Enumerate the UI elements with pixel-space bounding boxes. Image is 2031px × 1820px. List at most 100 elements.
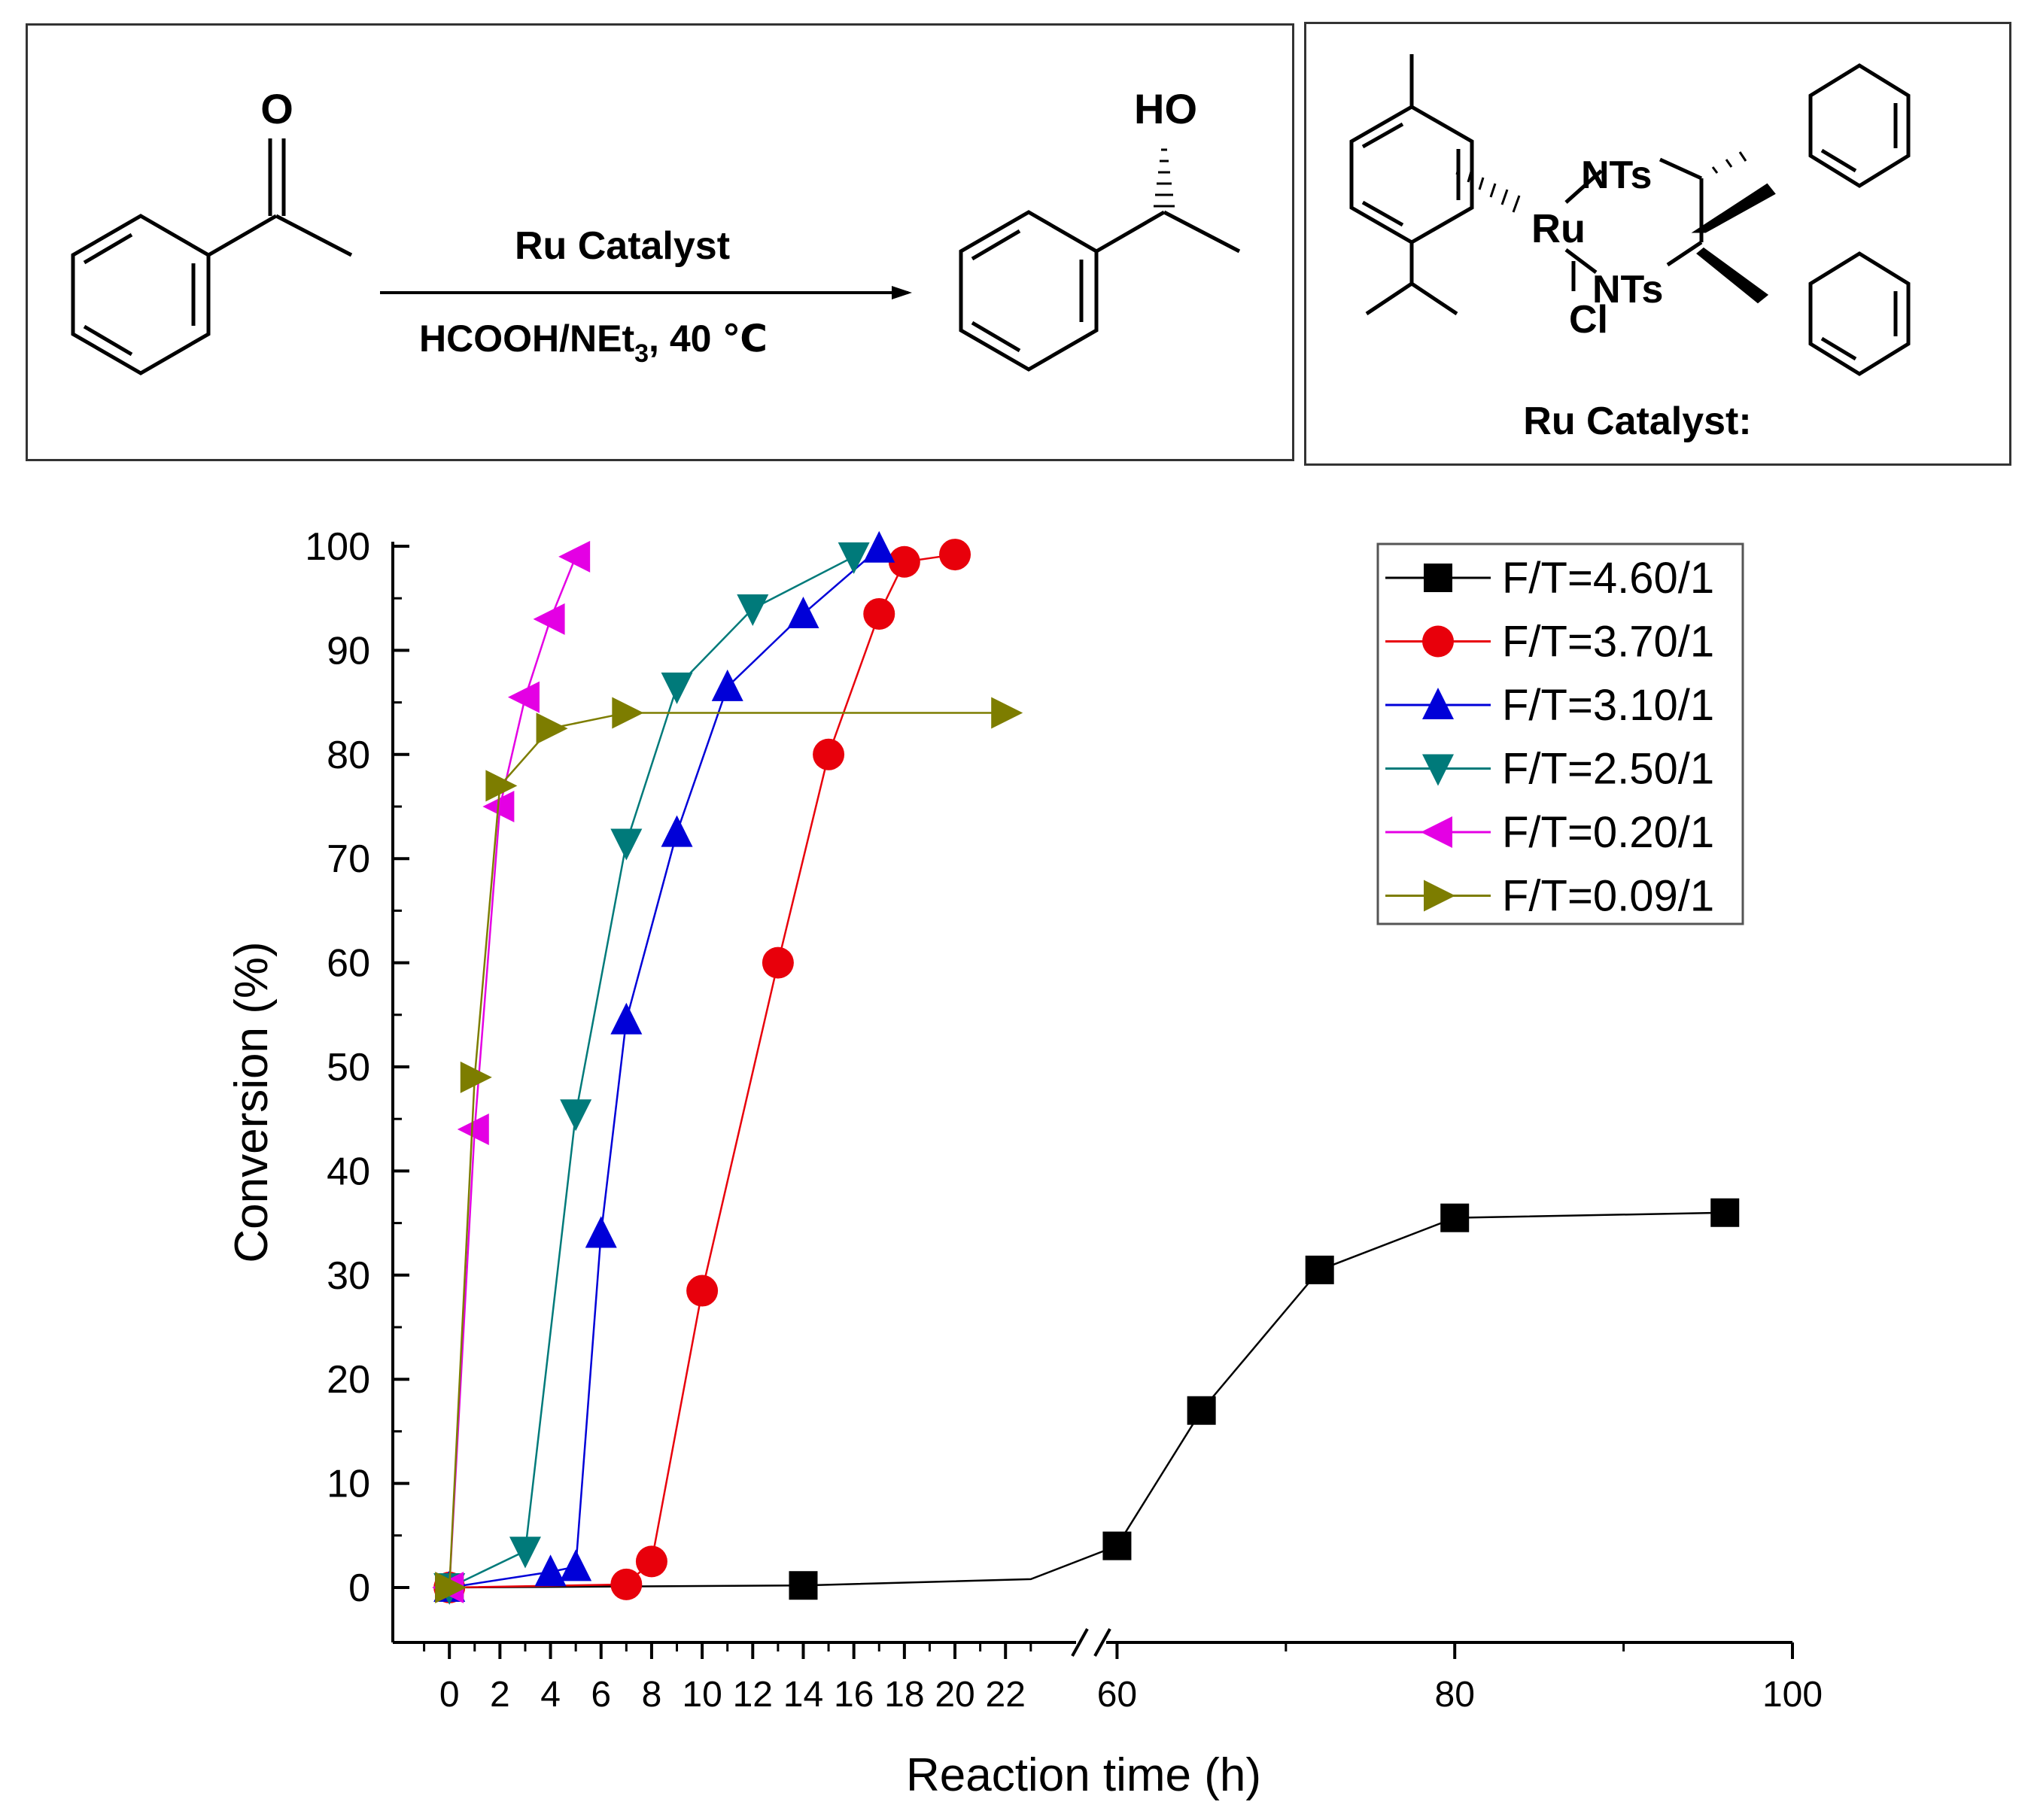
legend-label: F/T=0.09/1 [1502,872,1714,921]
phenyl-ring-2 [1808,251,1911,376]
series-3 [433,530,895,1602]
hashed-bond [1455,165,1521,213]
series-line [448,555,855,1589]
data-point [1710,1198,1740,1227]
series-line [449,553,956,1589]
data-point [939,539,971,571]
data-point [1187,1396,1216,1425]
arrow-catalyst-label: Ru Catalyst [515,224,730,268]
x-tick-label: 60 [1097,1675,1137,1715]
legend-marker [1424,880,1455,912]
hydroxyl-label: HO [1134,85,1197,132]
data-point [460,1061,492,1093]
metal-label: Ru [1531,206,1586,251]
data-point [991,697,1023,729]
y-tick-label: 40 [327,1150,370,1193]
phenyl-ring-1 [1808,63,1911,188]
y-tick-label: 60 [327,942,370,986]
legend-entry: F/T=2.50/1 [1385,745,1714,794]
legend-marker [1424,564,1452,592]
ligand-label-1: NTs [1581,153,1652,197]
x-axis-title: Reaction time (h) [906,1749,1261,1801]
phenylethanol-structure [959,148,1241,372]
y-tick-label: 30 [327,1254,370,1298]
x-tick-label: 4 [540,1675,561,1715]
data-point [661,672,693,704]
x-tick-label: 14 [783,1675,823,1715]
catalyst-panel: Ru NTs NTs Cl Ru Catalyst [1304,22,2011,466]
y-tick-label: 0 [348,1566,370,1610]
phenyl-hash [1711,151,1747,174]
legend-box [1376,542,1744,925]
legend-label: F/T=3.70/1 [1502,618,1714,667]
data-point [813,738,845,770]
arrow-conditions-label: HCOOH/NEt3, 40 ℃ [419,318,768,368]
y-tick-label: 70 [327,837,370,881]
data-point [888,545,920,578]
axis-break-mark-1 [1071,1628,1089,1657]
data-point [661,815,693,847]
data-point [610,1002,643,1035]
reaction-scheme: O Ru Catalyst HCOOH/NEt3, 40 ℃ HO [71,85,1241,375]
data-point [686,1275,719,1307]
y-tick-label: 10 [327,1463,370,1506]
legend-marker [1421,816,1452,848]
series-1 [435,1198,1740,1602]
x-tick-label: 2 [490,1675,510,1715]
legend-entry: F/T=3.10/1 [1385,681,1714,730]
data-point [1102,1531,1132,1560]
data-point [457,1114,489,1146]
catalyst-title: Ru Catalyst: [1523,400,1751,443]
x-tick-label: 12 [733,1675,773,1715]
y-tick-label: 20 [327,1358,370,1402]
x-tick-label: 20 [935,1675,974,1715]
halide-label: Cl [1569,298,1608,342]
acetophenone-structure [71,138,353,375]
legend-entry: F/T=0.20/1 [1385,808,1714,857]
y-tick-label: 100 [305,525,370,569]
data-point [711,669,743,701]
data-point [534,1554,567,1587]
legend-entry: F/T=0.09/1 [1385,872,1714,921]
series-line [449,1211,1725,1589]
data-point [560,1099,592,1132]
legend-label: F/T=0.20/1 [1502,808,1714,857]
data-point [507,681,540,713]
x-tick-label: 6 [591,1675,611,1715]
reaction-scheme-panel: O Ru Catalyst HCOOH/NEt3, 40 ℃ HO [26,23,1294,461]
legend-marker [1422,625,1454,658]
ketone-oxygen-label: O [260,85,293,132]
x-tick-label: 22 [986,1675,1026,1715]
data-point [610,1568,643,1600]
x-tick-label: 8 [642,1675,662,1715]
data-point [536,713,568,745]
data-point [1440,1203,1470,1232]
arrow-head [892,286,912,299]
series-4 [433,542,870,1605]
data-point [787,596,819,628]
chart-series [432,530,1740,1605]
x-tick-label: 18 [884,1675,924,1715]
x-tick-label: 10 [682,1675,722,1715]
data-point [635,1545,667,1578]
data-point [585,1216,617,1248]
legend-entry: F/T=3.70/1 [1385,618,1714,667]
legend-marker [1422,754,1454,786]
data-point [435,1572,467,1603]
legend-marker [1422,688,1454,719]
x-tick-label: 80 [1435,1675,1475,1715]
data-point [533,603,565,635]
cymene-ligand [1349,54,1474,316]
catalyst-structure: Ru NTs NTs Cl Ru Catalyst [1349,54,1911,443]
data-point [737,594,769,627]
data-point [485,770,518,802]
legend-label: F/T=3.10/1 [1502,681,1714,730]
y-tick-label: 50 [327,1046,370,1089]
data-point [789,1571,818,1600]
diamine-backbone [1564,157,1776,304]
ligand-label-2: NTs [1592,268,1663,311]
x-tick-label: 0 [439,1675,460,1715]
series-line [448,712,1006,1588]
x-tick-label: 100 [1762,1675,1823,1715]
